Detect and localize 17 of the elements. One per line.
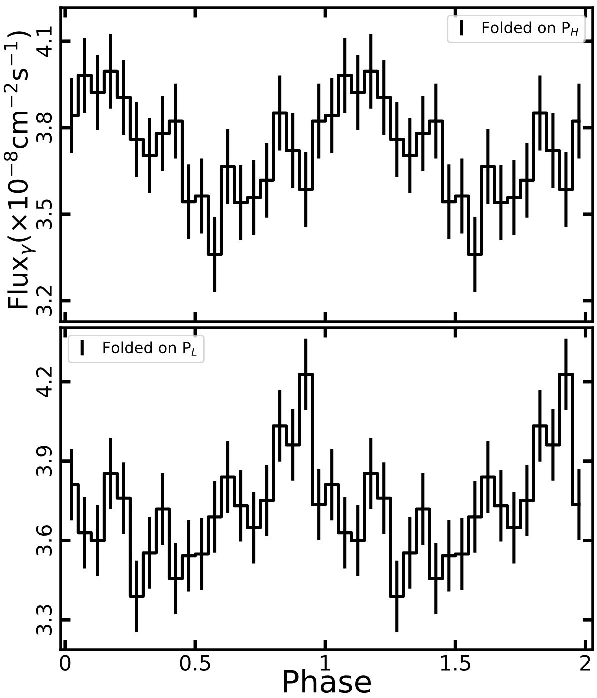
x-tick-label: 1 [321, 656, 330, 671]
y-tick-label: 3.2 [36, 286, 52, 316]
y-tick-label: 3.8 [36, 112, 52, 143]
x-axis-title: Phase [284, 669, 371, 694]
y-tick-label: 3.6 [36, 525, 52, 556]
y-tick-label: 4.2 [36, 367, 52, 398]
y-tick-label: 3.5 [36, 200, 52, 230]
y-tick-label: 4.1 [36, 26, 52, 57]
x-tick-label: 2 [580, 655, 590, 671]
y-tick-label: 3.3 [36, 605, 52, 636]
x-tick-label: 0 [60, 655, 71, 671]
x-tick-label: 1.5 [441, 656, 470, 671]
x-tick-label: 0.5 [180, 655, 210, 671]
text: Flux$_{γ}$(×10$^{−8}$cm$^{−2}$s$^{−1}$) [4, 32, 36, 308]
legend-label: Folded on P$_{L}$ [104, 342, 197, 356]
y-tick-label: 3.9 [36, 446, 52, 476]
legend-label: Folded on P$_{H}$ [482, 22, 579, 36]
